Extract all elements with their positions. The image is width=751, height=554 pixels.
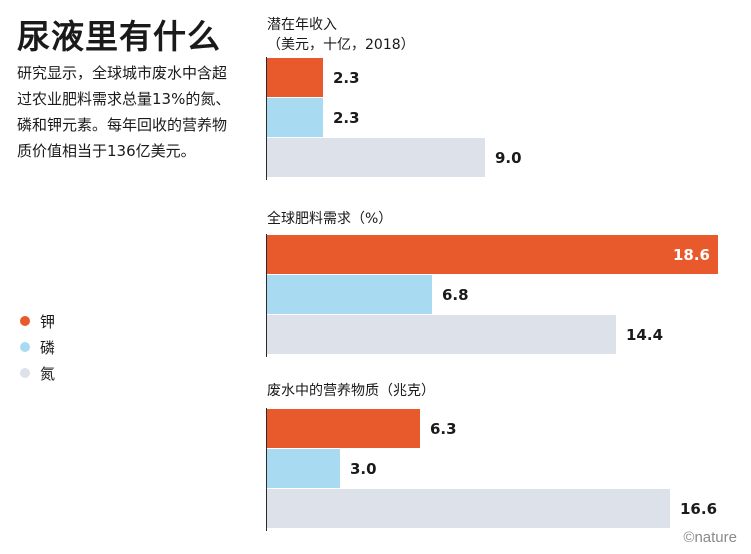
chart-1-title-text: 潜在年收入: [267, 17, 337, 33]
bar-phosphorus-chart-3: [267, 449, 340, 488]
bar-nitrogen-chart-2: [267, 315, 616, 354]
bar-potassium-chart-3: [267, 409, 420, 448]
chart-1-title: 潜在年收入 （美元，十亿，2018）: [267, 15, 415, 55]
bar-phosphorus-chart-1: [267, 98, 323, 137]
chart-1-axis: [266, 57, 267, 180]
bar-value-label: 14.4: [626, 325, 664, 344]
chart-2-title-text: 全球肥料需求（%）: [267, 211, 393, 227]
bar-potassium-chart-2: [267, 235, 718, 274]
bar-nitrogen-chart-3: [267, 489, 670, 528]
nitrogen-dot-icon: [20, 368, 30, 378]
chart-3-title: 废水中的营养物质（兆克）: [267, 381, 435, 401]
legend-label: 磷: [40, 338, 56, 357]
legend-item-potassium: 钾: [20, 308, 55, 334]
bar-value-label: 6.3: [430, 419, 457, 438]
bar-potassium-chart-1: [267, 58, 323, 97]
bar-value-label: 9.0: [495, 148, 522, 167]
legend: 钾 磷 氮: [20, 308, 55, 386]
bar-value-label: 16.6: [680, 499, 718, 518]
legend-label: 钾: [40, 312, 56, 331]
bar-phosphorus-chart-2: [267, 275, 432, 314]
bar-value-label: 2.3: [333, 108, 360, 127]
chart-3-title-text: 废水中的营养物质（兆克）: [267, 383, 435, 399]
bar-value-label: 2.3: [333, 68, 360, 87]
chart-3-axis: [266, 408, 267, 531]
legend-label: 氮: [40, 364, 56, 383]
legend-item-nitrogen: 氮: [20, 360, 55, 386]
bar-nitrogen-chart-1: [267, 138, 485, 177]
bar-value-label: 3.0: [350, 459, 377, 478]
nature-credit: ©nature: [683, 529, 737, 546]
potassium-dot-icon: [20, 316, 30, 326]
chart-2-title: 全球肥料需求（%）: [267, 209, 392, 229]
bar-value-label: 6.8: [442, 285, 469, 304]
phosphorus-dot-icon: [20, 342, 30, 352]
legend-item-phosphorus: 磷: [20, 334, 55, 360]
bar-value-label: 18.6: [672, 245, 710, 264]
intro-text: 研究显示，全球城市废水中含超过农业肥料需求总量13%的氮、磷和钾元素。每年回收的…: [17, 64, 231, 160]
page-title: 尿液里有什么: [17, 17, 221, 56]
chart-1-subtitle: （美元，十亿，2018）: [267, 37, 415, 53]
chart-2-axis: [266, 234, 267, 357]
